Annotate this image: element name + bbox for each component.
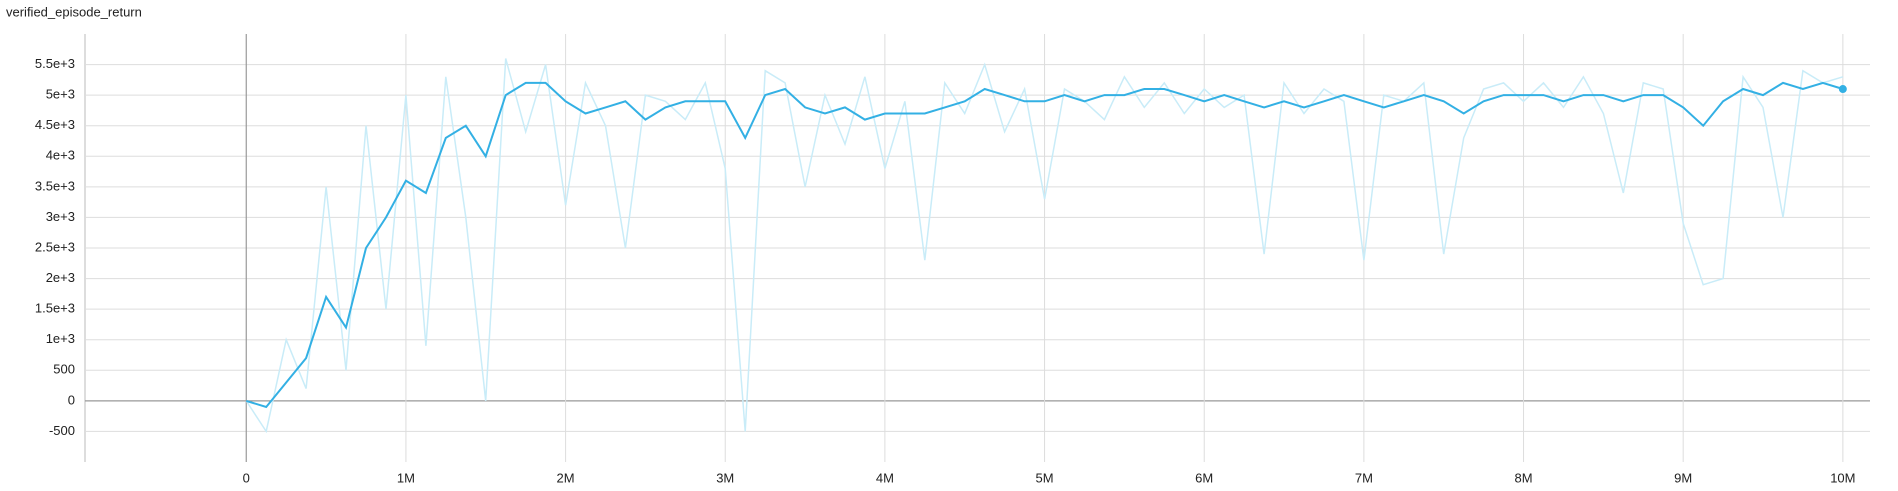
x-tick-label: 8M	[1515, 470, 1533, 485]
y-tick-label: 4e+3	[46, 148, 75, 163]
y-tick-label: 500	[53, 362, 75, 377]
x-tick-label: 7M	[1355, 470, 1373, 485]
y-tick-label: 3e+3	[46, 209, 75, 224]
y-tick-label: 1.5e+3	[35, 301, 75, 316]
x-tick-label: 3M	[716, 470, 734, 485]
last-point	[1838, 85, 1847, 94]
y-tick-label: 5e+3	[46, 87, 75, 102]
y-tick-label: 1e+3	[46, 331, 75, 346]
x-tick-label: 0	[243, 470, 250, 485]
data-line	[246, 81, 1844, 409]
y-tick-label: -500	[49, 423, 75, 438]
x-tick-label: 10M	[1830, 470, 1855, 485]
y-tick-label: 5.5e+3	[35, 56, 75, 71]
x-tick-label: 5M	[1036, 470, 1054, 485]
x-tick-label: 2M	[557, 470, 575, 485]
y-tick-label: 4.5e+3	[35, 117, 75, 132]
y-tick-label: 3.5e+3	[35, 178, 75, 193]
data-line	[245, 58, 1844, 434]
chart-title: verified_episode_return	[6, 4, 142, 19]
y-tick-label: 2e+3	[46, 270, 75, 285]
y-tick-label: 2.5e+3	[35, 239, 75, 254]
x-tick-label: 9M	[1674, 470, 1692, 485]
x-tick-label: 6M	[1195, 470, 1213, 485]
x-tick-label: 4M	[876, 470, 894, 485]
x-tick-label: 1M	[397, 470, 415, 485]
y-tick-label: 0	[68, 392, 75, 407]
